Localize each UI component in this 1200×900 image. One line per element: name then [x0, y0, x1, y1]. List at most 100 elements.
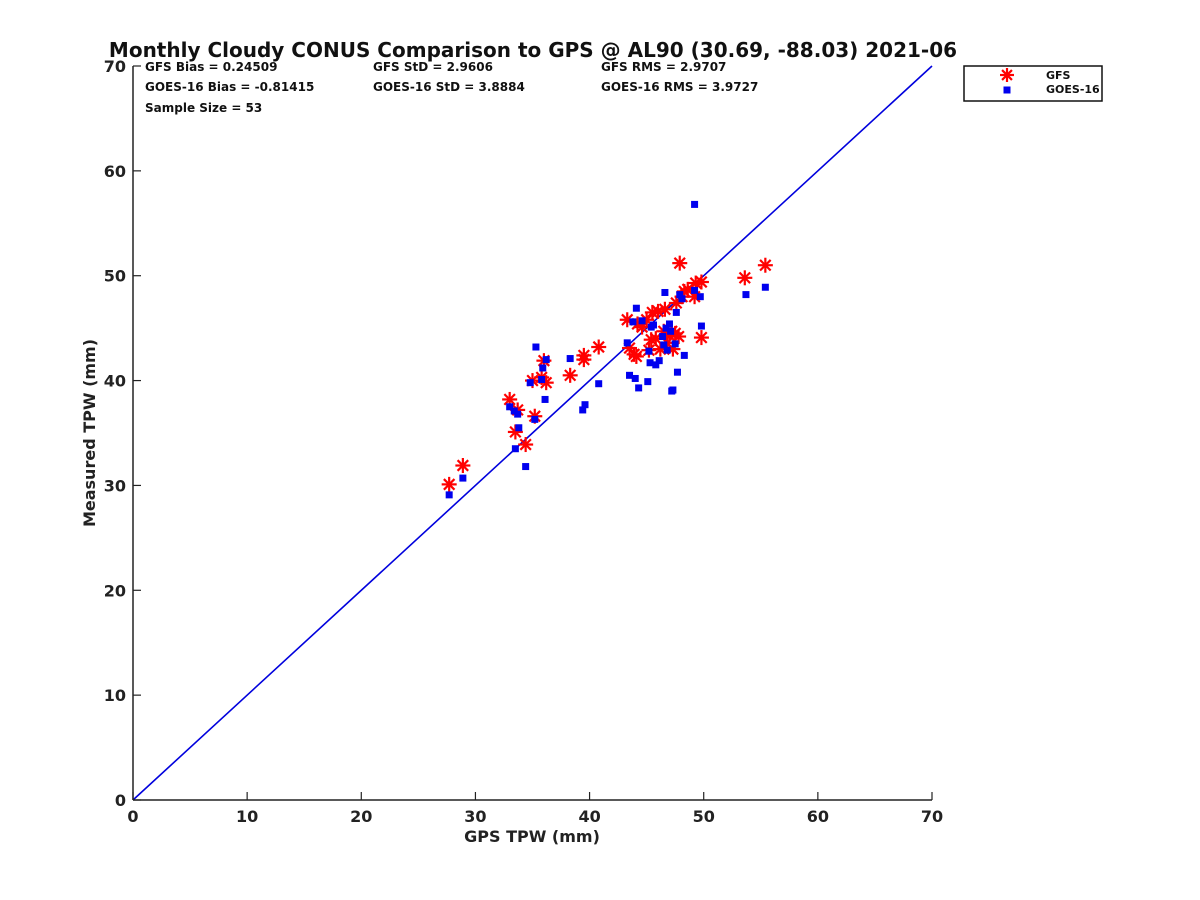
gfs-series — [441, 255, 773, 492]
goes16-point — [652, 361, 660, 369]
y-tick-label: 50 — [104, 267, 126, 286]
legend-goes16-label: GOES-16 — [1046, 83, 1100, 96]
x-axis-label: GPS TPW (mm) — [464, 827, 600, 846]
x-tick-label: 50 — [693, 807, 715, 826]
goes16-point — [645, 347, 653, 355]
legend: GFS GOES-16 — [963, 65, 1103, 102]
goes16-point — [526, 379, 534, 387]
goes16-point — [635, 384, 643, 392]
x-tick-label: 20 — [350, 807, 372, 826]
stat-text: Sample Size = 53 — [145, 101, 262, 115]
goes16-point — [514, 410, 522, 418]
goes16-point — [532, 343, 540, 351]
goes16-point — [506, 403, 514, 411]
goes16-point — [671, 340, 679, 348]
goes16-point — [672, 308, 680, 316]
y-tick-label: 40 — [104, 372, 126, 391]
goes16-point — [579, 406, 587, 414]
gfs-point — [591, 339, 607, 355]
goes16-point — [631, 374, 639, 382]
goes16-point — [542, 356, 550, 364]
x-tick-label: 0 — [127, 807, 138, 826]
goes16-point — [626, 371, 634, 379]
y-ticks: 0 10 20 30 40 50 60 70 — [104, 57, 141, 810]
legend-gfs-marker — [1000, 68, 1014, 82]
gfs-point — [757, 257, 773, 273]
legend-goes16-symbol — [1003, 86, 1011, 94]
x-tick-label: 40 — [578, 807, 600, 826]
gfs-point — [657, 301, 673, 317]
goes16-point — [646, 359, 654, 367]
reference-line-layer — [132, 65, 933, 801]
y-tick-label: 70 — [104, 57, 126, 76]
goes16-point — [761, 283, 769, 291]
gfs-point — [455, 458, 471, 474]
stat-text: GFS Bias = 0.24509 — [145, 60, 277, 74]
goes16-point — [673, 368, 681, 376]
goes16-point — [632, 304, 640, 312]
goes16-point — [669, 386, 677, 394]
stat-text: GFS StD = 2.9606 — [373, 60, 493, 74]
gfs-point — [672, 255, 688, 271]
x-tick-label: 60 — [807, 807, 829, 826]
goes16-point — [581, 401, 589, 409]
goes16-point — [649, 321, 657, 329]
gfs-point — [693, 330, 709, 346]
goes16-point — [697, 322, 705, 330]
gfs-point — [737, 270, 753, 286]
goes16-point — [515, 424, 523, 432]
stats-block: GFS Bias = 0.24509 GFS StD = 2.9606 GFS RM… — [145, 60, 758, 115]
goes16-series — [445, 200, 769, 499]
goes16-point — [541, 395, 549, 403]
goes16-point — [676, 291, 684, 299]
goes16-point — [595, 380, 603, 388]
y-tick-label: 0 — [115, 791, 126, 810]
legend-gfs-symbol — [1000, 68, 1014, 82]
x-tick-label: 70 — [921, 807, 943, 826]
goes16-point — [678, 295, 686, 303]
goes16-point — [665, 320, 673, 328]
legend-gfs-label: GFS — [1046, 69, 1071, 82]
goes16-point — [742, 291, 750, 299]
goes16-point — [539, 364, 547, 372]
goes16-point — [662, 324, 670, 332]
y-tick-label: 20 — [104, 581, 126, 600]
one-to-one-line — [132, 65, 933, 801]
goes16-point — [629, 318, 637, 326]
goes16-point — [511, 445, 519, 453]
goes16-point — [680, 351, 688, 359]
y-tick-label: 30 — [104, 476, 126, 495]
gfs-point — [576, 347, 592, 363]
legend-goes16-marker — [1003, 86, 1011, 94]
goes16-point — [566, 355, 574, 363]
gfs-point — [562, 367, 578, 383]
legend-box — [963, 65, 1103, 102]
goes16-point — [691, 200, 699, 208]
goes16-point — [659, 333, 667, 341]
stat-text: GOES-16 RMS = 3.9727 — [601, 80, 758, 94]
y-tick-label: 60 — [104, 162, 126, 181]
goes16-point — [522, 463, 530, 471]
x-tick-label: 30 — [464, 807, 486, 826]
goes16-point — [445, 491, 453, 499]
y-tick-label: 10 — [104, 686, 126, 705]
goes16-point — [691, 286, 699, 294]
y-axis-label: Measured TPW (mm) — [80, 339, 99, 527]
x-ticks: 0 10 20 30 40 50 60 70 — [127, 792, 943, 826]
x-tick-label: 10 — [236, 807, 258, 826]
stat-text: GFS RMS = 2.9707 — [601, 60, 726, 74]
goes16-point — [661, 288, 669, 296]
axes — [132, 66, 932, 801]
goes16-point — [531, 415, 539, 423]
goes16-point — [667, 327, 675, 335]
gfs-point — [441, 476, 457, 492]
stat-text: GOES-16 Bias = -0.81415 — [145, 80, 314, 94]
goes16-point — [660, 341, 668, 349]
stat-text: GOES-16 StD = 3.8884 — [373, 80, 525, 94]
goes16-point — [623, 339, 631, 347]
goes16-point — [459, 474, 467, 482]
goes16-point — [538, 376, 546, 384]
gfs-point — [628, 348, 644, 364]
goes16-point — [663, 346, 671, 354]
